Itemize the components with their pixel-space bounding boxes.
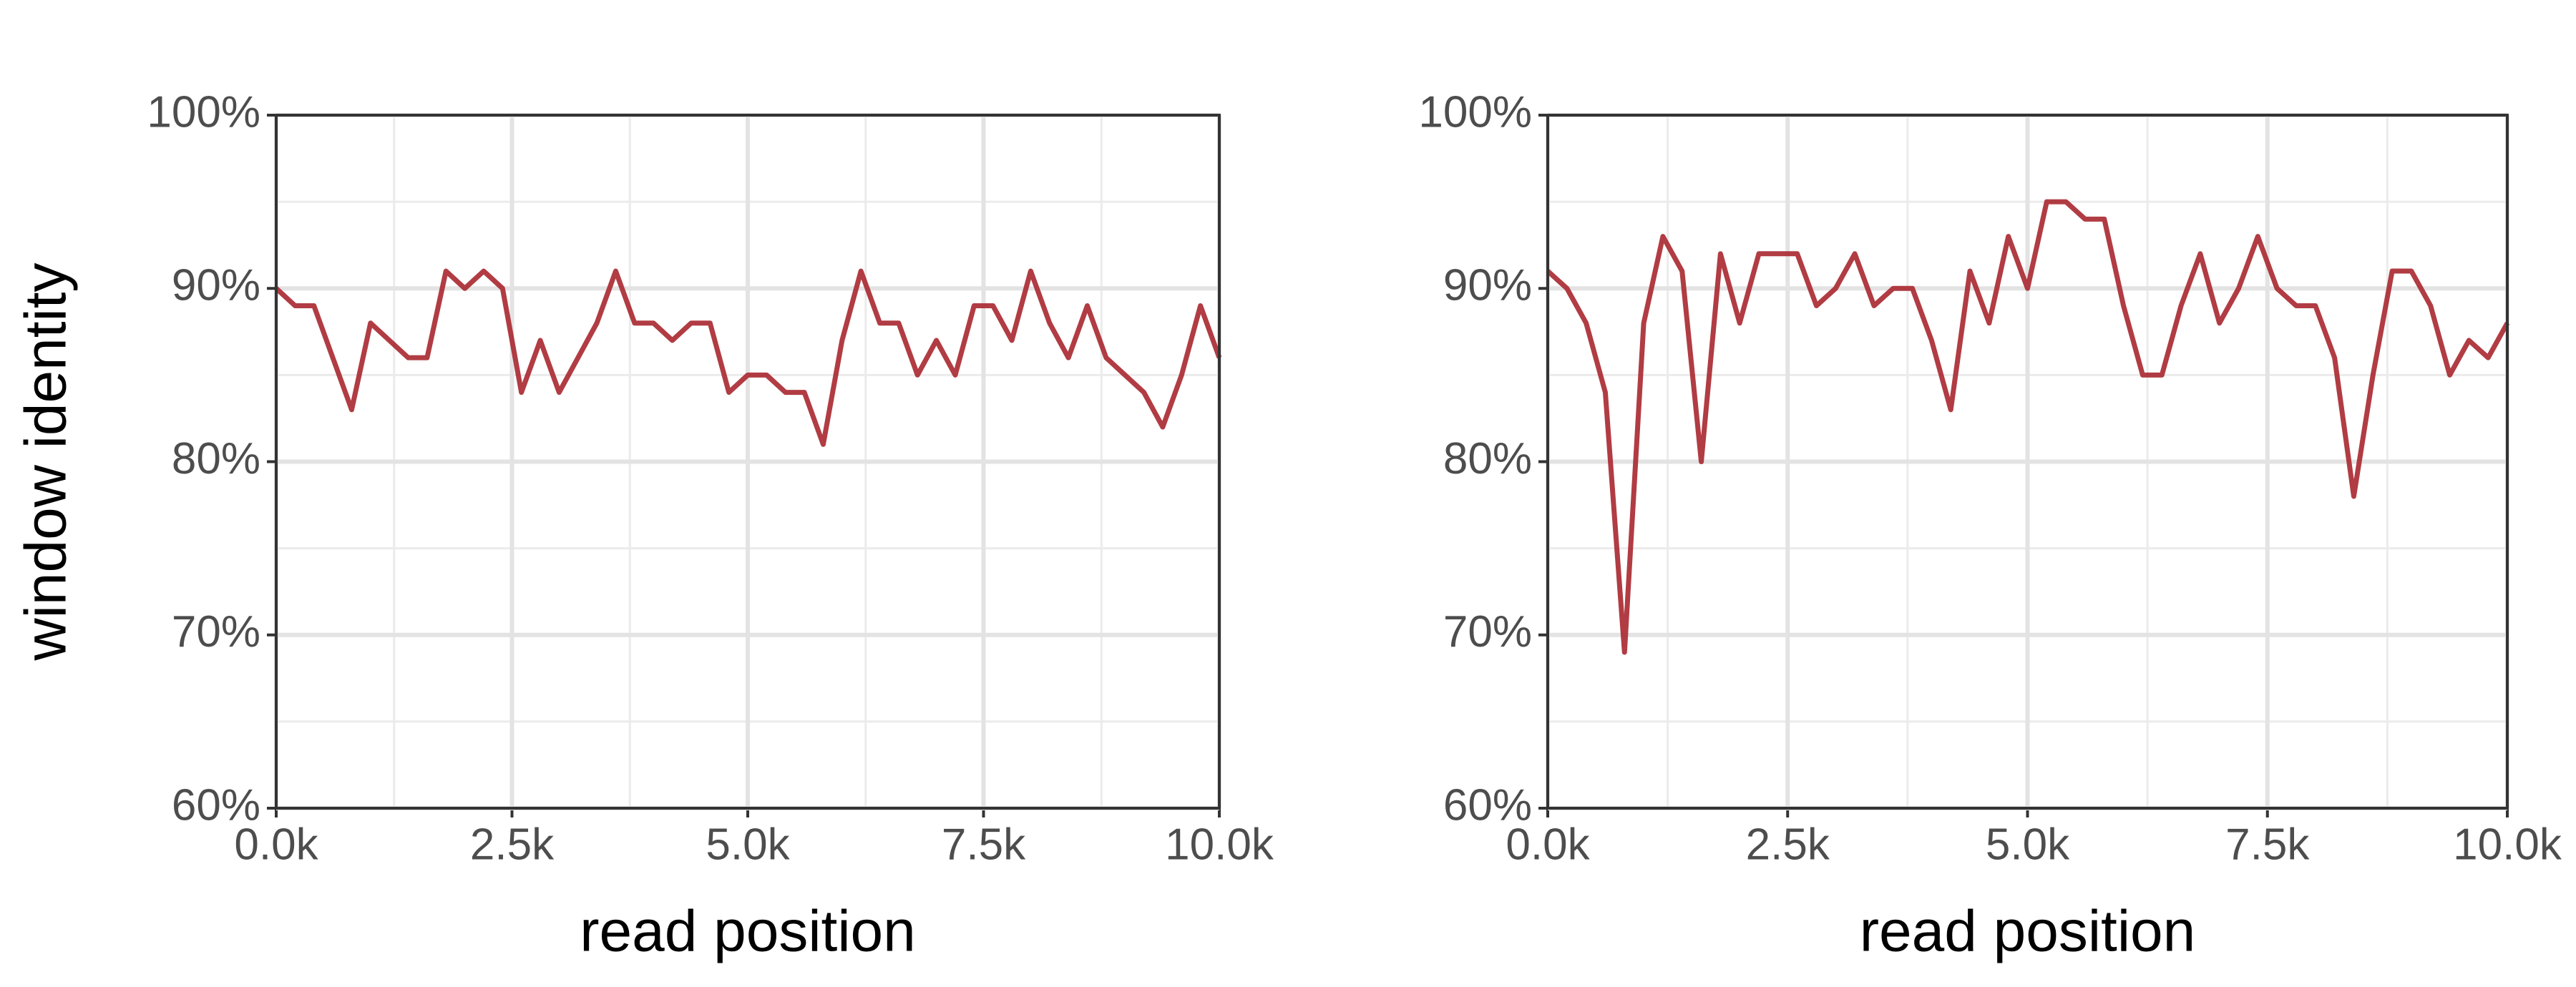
- y-tick-label: 70%: [1443, 607, 1532, 657]
- y-tick-label: 100%: [1418, 87, 1532, 137]
- x-tick-label: 2.5k: [470, 820, 555, 869]
- data-line: [274, 268, 1222, 447]
- x-tick-label: 2.5k: [1746, 820, 1830, 869]
- y-tick-label: 80%: [1443, 434, 1532, 483]
- y-axis-title: window identity: [14, 262, 79, 661]
- x-tick-label: 7.5k: [2225, 820, 2310, 869]
- x-tick-label: 0.0k: [1506, 820, 1590, 869]
- y-tick-label: 70%: [172, 607, 260, 657]
- y-tick-label: 80%: [172, 434, 260, 483]
- panel-border: [275, 114, 1221, 810]
- x-tick-label: 5.0k: [1986, 820, 2070, 869]
- y-tick-label: 60%: [172, 780, 260, 830]
- y-tick-label: 90%: [1443, 261, 1532, 310]
- y-tick-label: 60%: [1443, 780, 1532, 830]
- x-axis-title: read position: [580, 899, 916, 964]
- x-tick-label: 7.5k: [942, 820, 1026, 869]
- y-tick-label: 90%: [172, 261, 260, 310]
- x-tick-label: 5.0k: [706, 820, 790, 869]
- x-tick-label: 0.0k: [234, 820, 318, 869]
- x-tick-label: 10.0k: [1165, 820, 1274, 869]
- x-axis-title: read position: [1860, 899, 2196, 964]
- y-tick-label: 100%: [147, 87, 260, 137]
- x-tick-label: 10.0k: [2453, 820, 2562, 869]
- data-line: [1546, 199, 2510, 655]
- panel-border: [1546, 114, 2509, 810]
